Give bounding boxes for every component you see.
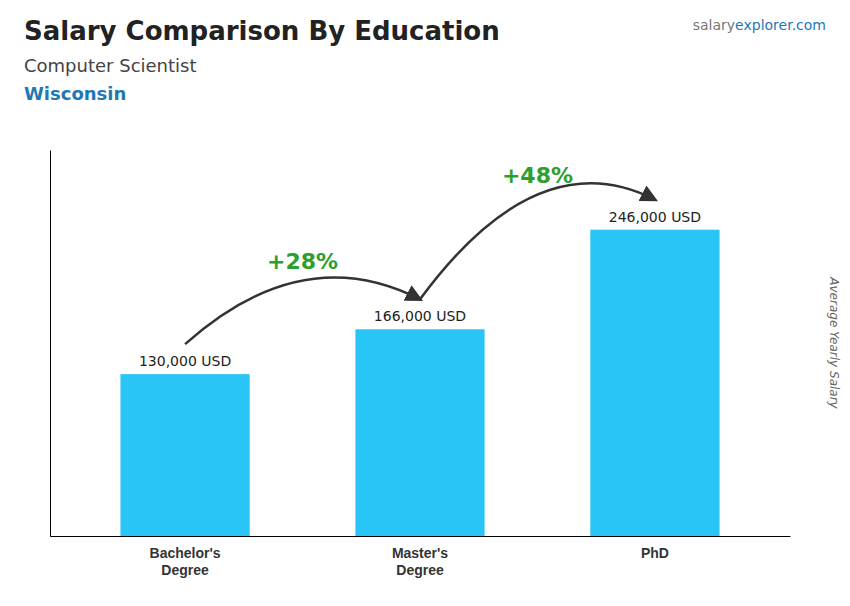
bar: [120, 374, 249, 536]
y-axis-title: Average Yearly Salary: [827, 276, 841, 409]
title: Salary Comparison By Education: [24, 16, 500, 46]
x-tick-label: Bachelor'sDegree: [150, 545, 221, 578]
x-axis: Bachelor'sDegree Master'sDegree PhD: [51, 536, 791, 578]
data-label: 246,000 USD: [609, 209, 701, 225]
change-label: +48%: [502, 163, 573, 188]
watermark-part: salary: [693, 17, 735, 33]
x-tick: Bachelor'sDegree: [150, 536, 221, 578]
data-labels: 130,000 USD 166,000 USD 246,000 USD: [139, 209, 701, 369]
watermark: salaryexplorer.com: [693, 17, 826, 33]
x-axis-line: [51, 536, 791, 537]
location: Wisconsin: [24, 83, 126, 104]
watermark-part: explorer: [735, 17, 793, 33]
y-axis-line: [50, 151, 51, 537]
data-label: 130,000 USD: [139, 353, 231, 369]
x-tick-label: PhD: [641, 545, 669, 561]
x-tick-label: Master'sDegree: [392, 545, 448, 578]
change-arrow: [420, 183, 655, 299]
chart-root: Salary Comparison By Education Computer S…: [0, 0, 850, 606]
change-label: +28%: [267, 249, 338, 274]
watermark-part: .com: [792, 17, 826, 33]
plot-area: Bachelor'sDegree Master'sDegree PhD 130,000…: [51, 151, 791, 578]
data-label: 166,000 USD: [374, 308, 466, 324]
x-tick: PhD: [641, 536, 669, 561]
bars: [120, 230, 719, 536]
y-axis: [50, 151, 51, 537]
change-arrows: +28% +48%: [185, 163, 655, 345]
subtitle: Computer Scientist: [24, 55, 197, 76]
x-tick: Master'sDegree: [392, 536, 448, 578]
bar: [355, 329, 484, 536]
bar: [590, 230, 719, 536]
change-arrow: [185, 277, 420, 344]
